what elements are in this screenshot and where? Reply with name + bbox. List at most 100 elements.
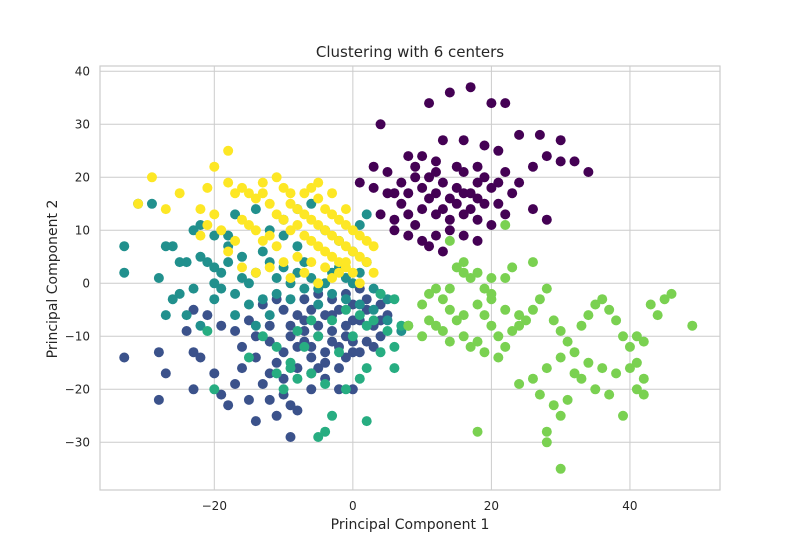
data-point [320,278,331,289]
data-point [299,315,310,326]
data-point [340,241,351,252]
data-point [327,336,338,347]
x-tick-label: −20 [202,499,227,513]
data-point [278,384,289,395]
data-point [389,341,400,352]
data-point [299,230,310,241]
data-point [327,326,338,336]
data-point [500,98,511,109]
data-point [458,310,469,321]
data-point [604,304,615,315]
data-point [361,363,372,374]
data-point [403,230,414,241]
data-point [618,331,629,342]
data-point [354,230,365,241]
data-point [278,257,289,268]
data-point [333,347,344,358]
data-point [230,288,241,299]
data-point [507,326,518,336]
data-point [548,315,559,326]
data-point [306,198,317,209]
data-point [271,209,282,220]
data-point [306,341,317,352]
data-point [306,304,317,315]
data-point [403,188,414,199]
data-point [230,326,241,336]
data-point [292,326,303,336]
data-point [264,262,275,273]
data-point [479,310,490,321]
data-point [223,246,234,257]
data-point [361,235,372,246]
data-point [569,156,580,167]
y-tick-label: −10 [65,329,90,343]
data-point [327,288,338,299]
data-point [195,204,206,215]
data-point [327,315,338,326]
y-tick-label: 0 [82,276,90,290]
data-point [527,304,538,315]
data-point [368,241,379,252]
data-point [167,294,178,305]
data-point [264,336,275,347]
data-point [271,288,282,299]
data-point [417,182,428,193]
data-point [299,283,310,294]
data-point [590,299,601,310]
data-point [500,220,511,230]
data-point [299,257,310,268]
data-point [264,310,275,321]
data-point [451,262,462,273]
y-tick-label: −20 [65,382,90,396]
data-point [271,357,282,368]
data-point [250,225,261,236]
data-point [333,257,344,268]
y-tick-label: 20 [75,170,90,184]
data-point [486,182,497,193]
data-point [299,209,310,220]
data-point [237,214,248,225]
data-point [313,193,324,204]
data-point [437,177,448,188]
data-point [493,331,504,342]
data-point [327,273,338,283]
data-point [486,288,497,299]
data-point [202,257,213,268]
data-point [368,182,379,193]
data-point [209,209,220,220]
data-point [264,230,275,241]
data-point [389,363,400,374]
data-point [465,273,476,283]
data-point [493,198,504,209]
data-point [493,145,504,156]
data-point [368,283,379,294]
data-point [410,172,421,183]
data-point [237,182,248,193]
data-point [306,352,317,363]
data-point [417,151,428,162]
data-point [237,251,248,262]
data-point [209,278,220,289]
data-point [465,82,476,93]
data-point [354,347,365,358]
data-point [500,209,511,220]
data-point [611,315,622,326]
data-point [500,304,511,315]
data-point [195,251,206,262]
data-point [153,394,164,405]
data-point [257,331,268,342]
data-point [354,220,365,230]
data-point [347,384,358,395]
data-point [410,220,421,230]
data-point [541,214,552,225]
data-point [320,357,331,368]
data-point [160,241,171,252]
data-point [153,347,164,358]
data-point [597,294,608,305]
data-point [389,294,400,305]
data-point [347,331,358,342]
data-point [576,373,587,384]
cluster-4-points [403,220,698,474]
data-point [160,310,171,321]
